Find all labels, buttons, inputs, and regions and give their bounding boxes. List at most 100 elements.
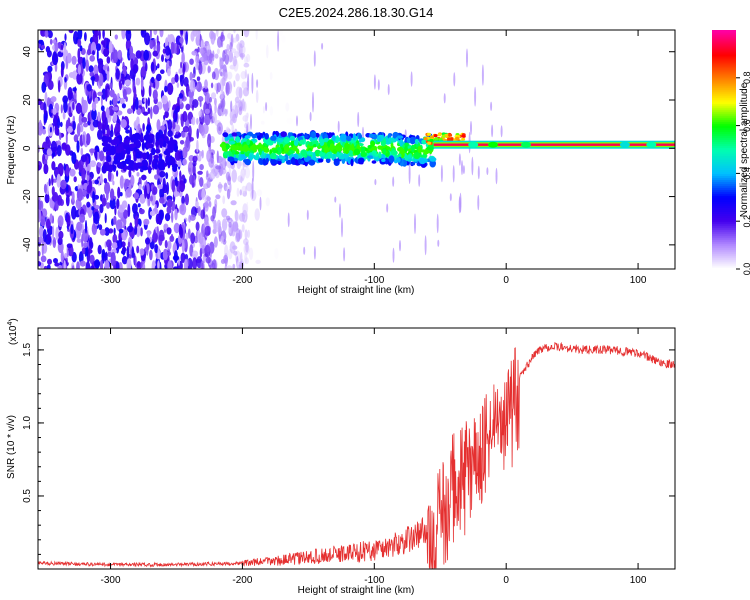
noise-cell <box>86 48 91 56</box>
y-tick-label: 1.0 <box>22 416 33 430</box>
noise-streak <box>251 72 254 94</box>
noise-cell <box>130 174 135 186</box>
band-cell <box>267 139 274 146</box>
noise-cell <box>214 83 217 91</box>
band-cell <box>357 157 365 164</box>
noise-streak <box>458 196 461 214</box>
noise-cell <box>81 167 86 182</box>
colorbar-step <box>712 81 736 85</box>
colorbar-step <box>712 267 736 270</box>
noise-cell <box>279 30 283 37</box>
band-cell <box>455 136 460 140</box>
noise-cell <box>285 102 290 112</box>
noise-cell <box>180 75 184 87</box>
noise-cell <box>143 97 147 103</box>
band-cell <box>263 147 270 153</box>
noise-cell <box>118 204 125 213</box>
noise-cell <box>97 91 103 97</box>
noise-cell <box>79 124 84 133</box>
noise-cell <box>217 155 223 164</box>
colorbar-step <box>712 229 736 232</box>
band-cell <box>399 139 404 147</box>
noise-cell <box>157 184 164 190</box>
noise-cell <box>38 236 44 243</box>
band-cell <box>279 143 284 149</box>
band-cell <box>141 159 149 168</box>
noise-cell <box>205 256 211 264</box>
noise-cell <box>89 160 97 168</box>
colorbar-step <box>712 143 736 147</box>
noise-cell <box>136 245 140 254</box>
band-cell <box>329 132 335 136</box>
band-cell <box>360 151 367 157</box>
noise-streak <box>343 247 346 262</box>
band-cell <box>240 151 245 155</box>
y-tick-label: 40 <box>22 46 33 58</box>
noise-streak <box>500 125 503 138</box>
band-cell <box>242 144 249 153</box>
noise-cell <box>92 119 100 128</box>
noise-cell <box>81 116 88 123</box>
colorbar-step <box>712 259 736 262</box>
colorbar-step <box>712 129 736 133</box>
colorbar-step <box>712 75 736 79</box>
band-cell <box>148 133 155 139</box>
band-cell <box>221 145 227 152</box>
noise-cell <box>164 213 171 222</box>
colorbar-step <box>712 101 736 105</box>
carrier-line <box>433 143 675 146</box>
noise-streak <box>414 213 416 234</box>
noise-cell <box>274 248 279 260</box>
noise-streak <box>374 179 377 186</box>
noise-cell <box>106 126 111 138</box>
noise-cell <box>118 228 124 234</box>
colorbar-step <box>712 63 736 67</box>
noise-cell <box>244 69 248 79</box>
noise-cell <box>183 178 187 184</box>
noise-cell <box>235 228 241 242</box>
noise-cell <box>159 209 164 221</box>
noise-cell <box>38 261 42 267</box>
noise-cell <box>230 224 236 237</box>
noise-cell <box>135 97 139 110</box>
band-cell <box>297 158 302 164</box>
colorbar-step <box>712 55 736 59</box>
noise-cell <box>183 258 189 269</box>
noise-cell <box>109 197 116 210</box>
noise-cell <box>89 148 96 154</box>
band-cell <box>319 138 325 146</box>
noise-cell <box>38 164 41 171</box>
noise-cell <box>143 49 150 61</box>
noise-cell <box>41 81 47 93</box>
noise-cell <box>216 122 223 135</box>
noise-cell <box>241 81 248 89</box>
noise-cell <box>203 52 210 66</box>
spectrogram-frame <box>37 29 676 270</box>
noise-cell <box>133 85 137 100</box>
noise-cell <box>126 245 130 260</box>
noise-streak <box>471 156 474 176</box>
band-cell <box>153 154 160 160</box>
noise-streak <box>265 102 268 112</box>
band-cell <box>429 157 437 162</box>
colorbar-step <box>712 61 736 65</box>
snr-panel: -300 -200 -100 0 100 0.5 1.0 1.5 Height of str… <box>6 318 676 596</box>
band-cell <box>158 161 165 171</box>
noise-cell <box>101 88 107 100</box>
noise-cell <box>54 262 60 267</box>
colorbar-step <box>712 71 736 75</box>
band-cell <box>315 150 321 154</box>
noise-cell <box>93 211 100 225</box>
noise-cell <box>152 89 158 100</box>
band-cell <box>308 159 316 166</box>
colorbar-step <box>712 179 736 182</box>
colorbar-step <box>712 131 736 135</box>
noise-cell <box>221 99 224 113</box>
noise-cell <box>256 189 263 197</box>
carrier-blob <box>488 141 498 148</box>
noise-cell <box>112 233 118 244</box>
noise-cell <box>128 169 132 178</box>
colorbar-step <box>712 159 736 163</box>
band-cell <box>133 146 138 152</box>
